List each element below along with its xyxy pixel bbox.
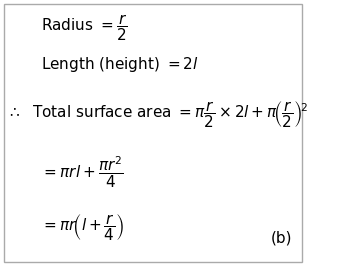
Text: $= \pi r\!\left(l + \dfrac{r}{4}\right)$: $= \pi r\!\left(l + \dfrac{r}{4}\right)$ xyxy=(41,212,124,243)
Text: Radius $= \dfrac{r}{2}$: Radius $= \dfrac{r}{2}$ xyxy=(41,12,128,43)
Text: (b): (b) xyxy=(271,231,293,246)
Text: Length (height) $= 2l$: Length (height) $= 2l$ xyxy=(41,55,198,74)
Text: $= \pi r l + \dfrac{\pi r^{2}}{4}$: $= \pi r l + \dfrac{\pi r^{2}}{4}$ xyxy=(41,155,124,190)
Text: $\therefore$  Total surface area $= \pi\dfrac{r}{2} \times 2l + \pi\!\left(\dfra: $\therefore$ Total surface area $= \pi\d… xyxy=(8,99,308,130)
